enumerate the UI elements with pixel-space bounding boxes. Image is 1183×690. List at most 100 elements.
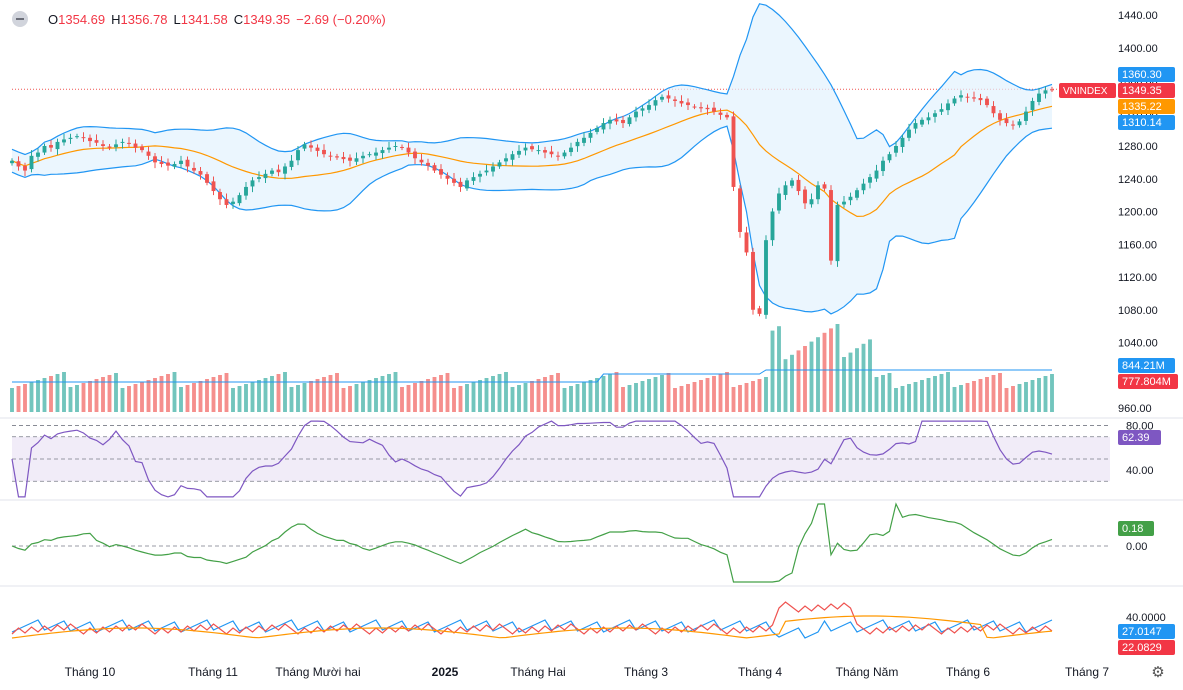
volume-bar <box>29 382 34 412</box>
volume-bar <box>998 373 1002 412</box>
candle-body <box>1004 118 1009 124</box>
volume-bar <box>543 377 547 412</box>
candle-body <box>68 137 73 139</box>
candle-body <box>718 112 723 115</box>
volume-bar <box>881 375 885 412</box>
candle-body <box>10 160 14 164</box>
candle-body <box>1050 89 1054 91</box>
high-value: 1356.78 <box>120 11 168 27</box>
ohlc-legend: O 1354.69 H 1356.78 L 1341.58 C 1349.35 −2.6… <box>12 11 386 27</box>
volume-bar <box>731 387 736 412</box>
candle-body <box>380 150 385 154</box>
volume-bar <box>413 383 417 412</box>
volume-bar <box>1037 378 1041 412</box>
candle-body <box>374 152 378 156</box>
bb-lower-tag: 1310.14 <box>1122 117 1162 129</box>
candle-body <box>881 160 885 172</box>
candle-body <box>601 123 606 130</box>
volume-bar <box>270 376 274 412</box>
volume-bar <box>634 383 638 412</box>
price-tick-label: 1040.00 <box>1118 338 1158 350</box>
candle-body <box>1011 124 1015 126</box>
candle-body <box>1017 121 1022 126</box>
candle-body <box>777 193 781 211</box>
minus-di-tag-bg <box>1118 640 1175 655</box>
volume-bar <box>835 324 840 412</box>
rsi-value-tag-bg <box>1118 430 1161 445</box>
volume-bar <box>842 357 846 412</box>
candle-body <box>887 154 892 161</box>
volume-bar <box>465 384 469 412</box>
candle-body <box>127 142 131 144</box>
volume-bar <box>133 384 138 412</box>
volume-bar <box>374 378 378 412</box>
volume-bar <box>861 343 866 412</box>
candle-body <box>829 190 833 261</box>
candle-body <box>816 185 820 200</box>
momentum-value-tag: 0.18 <box>1122 523 1143 535</box>
volume-bar <box>894 388 898 412</box>
volume-bar <box>452 388 456 412</box>
volume-bar <box>315 379 320 412</box>
candle-body <box>309 145 313 148</box>
volume-bar <box>556 373 560 412</box>
candle-body <box>972 97 976 99</box>
candle-body <box>725 114 729 118</box>
dmi-tick-label: 40.0000 <box>1126 612 1166 624</box>
time-tick-label: Tháng 7 <box>1065 665 1109 679</box>
volume-bar <box>1030 380 1035 412</box>
volume-bar <box>660 375 664 412</box>
volume-bar <box>816 337 820 412</box>
candle-body <box>289 160 294 167</box>
volume-bar <box>23 384 27 412</box>
time-tick-label: 2025 <box>432 665 459 679</box>
price-tick-label: 1160.00 <box>1118 239 1157 251</box>
candles <box>10 86 1054 319</box>
volume-bar <box>972 381 976 412</box>
candle-body <box>452 178 456 183</box>
time-tick-label: Tháng 11 <box>188 665 238 679</box>
candle-body <box>439 169 443 175</box>
volume-bar <box>231 388 235 412</box>
candle-body <box>894 146 898 153</box>
candle-body <box>770 211 775 241</box>
candle-body <box>257 177 261 179</box>
volume-bar <box>790 354 794 412</box>
volume-bar <box>120 388 125 412</box>
candle-body <box>179 160 183 165</box>
volume-bar <box>322 377 326 412</box>
collapse-icon[interactable] <box>12 11 28 27</box>
volume-bar <box>185 385 190 412</box>
volume-bar <box>900 386 905 412</box>
price-tick-label: 1400.00 <box>1118 43 1158 55</box>
volume-bar <box>725 372 729 412</box>
candle-body <box>660 96 664 100</box>
volume-bar <box>127 386 131 412</box>
candle-body <box>88 137 92 142</box>
volume-ma-tag-bg <box>1118 358 1175 373</box>
candle-body <box>653 100 658 106</box>
gear-icon[interactable]: ⚙ <box>1151 664 1165 681</box>
momentum-line <box>11 502 1053 583</box>
volume-bar <box>952 387 957 412</box>
candle-body <box>432 165 437 171</box>
bb-fill <box>12 3 1052 314</box>
candle-body <box>621 119 625 124</box>
candle-body <box>413 151 417 159</box>
candle-body <box>263 173 268 179</box>
volume-bar <box>679 386 684 412</box>
candle-body <box>848 196 853 201</box>
rsi-tick-label: 40.00 <box>1126 465 1154 477</box>
price-tick-label: 1240.00 <box>1118 174 1158 186</box>
bb-basis-tag: 1335.22 <box>1122 101 1162 113</box>
volume-bar <box>42 378 47 412</box>
volume-bar <box>803 346 807 412</box>
candle-body <box>283 166 287 174</box>
candle-body <box>244 186 248 196</box>
candle-body <box>276 169 281 173</box>
volume-bar <box>302 383 307 412</box>
candle-body <box>101 144 105 146</box>
candle-body <box>679 100 684 104</box>
candle-body <box>803 189 807 204</box>
